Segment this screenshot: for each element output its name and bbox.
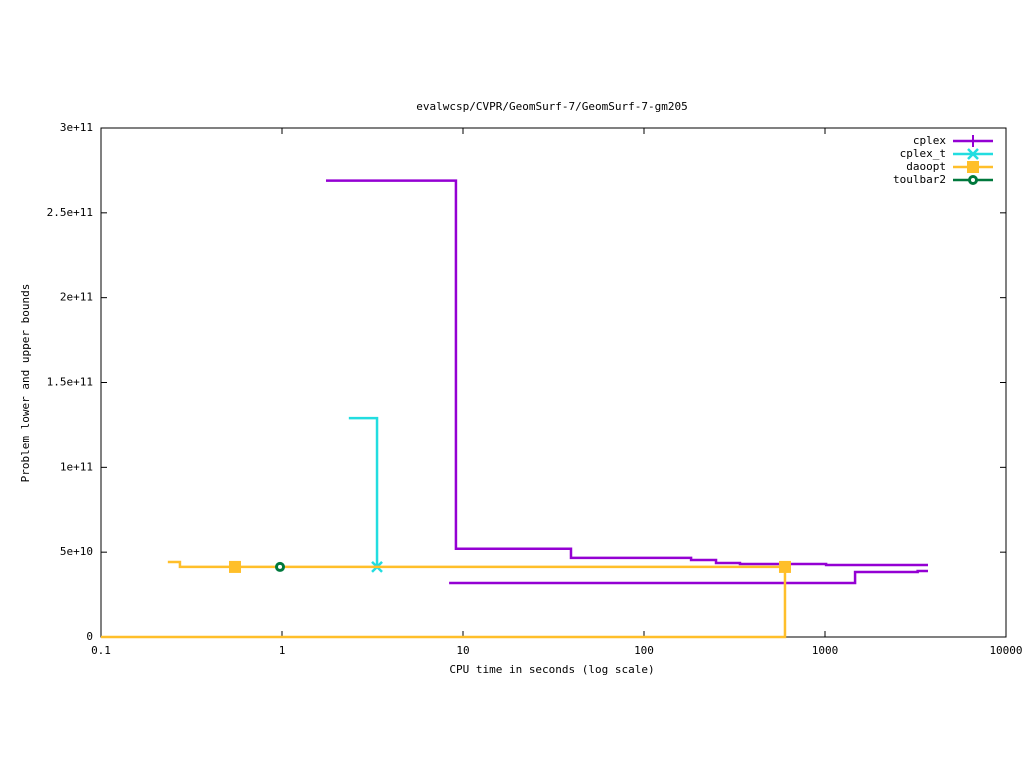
series-line bbox=[101, 566, 787, 639]
marker-shape bbox=[278, 564, 283, 569]
x-tick-label: 100 bbox=[634, 644, 654, 657]
x-tick-label: 1000 bbox=[812, 644, 839, 657]
series-line bbox=[167, 560, 785, 569]
marker bbox=[967, 148, 979, 160]
y-tick-label: 1.5e+11 bbox=[47, 376, 93, 389]
x-tick-label: 1 bbox=[279, 644, 286, 657]
y-tick-label: 1e+11 bbox=[60, 460, 93, 473]
marker bbox=[967, 135, 979, 147]
marker-shape bbox=[967, 161, 979, 173]
legend-label: cplex bbox=[913, 134, 946, 147]
legend-label: daoopt bbox=[906, 160, 946, 173]
x-tick-label: 10000 bbox=[989, 644, 1022, 657]
marker-shape bbox=[967, 148, 979, 160]
series-line bbox=[449, 569, 928, 585]
y-tick-label: 2e+11 bbox=[60, 291, 93, 304]
y-tick-label: 3e+11 bbox=[60, 121, 93, 134]
marker-shape bbox=[229, 560, 242, 573]
marker-shape bbox=[971, 178, 975, 182]
marker bbox=[967, 161, 979, 173]
marker bbox=[229, 560, 242, 573]
marker-shape bbox=[778, 560, 791, 573]
marker bbox=[275, 561, 286, 572]
legend-label: cplex_t bbox=[900, 147, 946, 160]
legend-label: toulbar2 bbox=[893, 173, 946, 186]
x-axis-label: CPU time in seconds (log scale) bbox=[449, 663, 654, 676]
series-line bbox=[348, 416, 379, 567]
y-tick-label: 0 bbox=[86, 630, 93, 643]
y-axis-label: Problem lower and upper bounds bbox=[19, 284, 32, 483]
x-tick-label: 10 bbox=[456, 644, 469, 657]
chart-title: evalwcsp/CVPR/GeomSurf-7/GeomSurf-7-gm20… bbox=[416, 100, 688, 113]
marker bbox=[968, 175, 978, 185]
y-tick-label: 2.5e+11 bbox=[47, 206, 93, 219]
series-line bbox=[325, 179, 928, 567]
marker-shape bbox=[967, 135, 979, 147]
marker bbox=[778, 560, 791, 573]
x-tick-label: 0.1 bbox=[91, 644, 111, 657]
y-tick-label: 5e+10 bbox=[60, 545, 93, 558]
